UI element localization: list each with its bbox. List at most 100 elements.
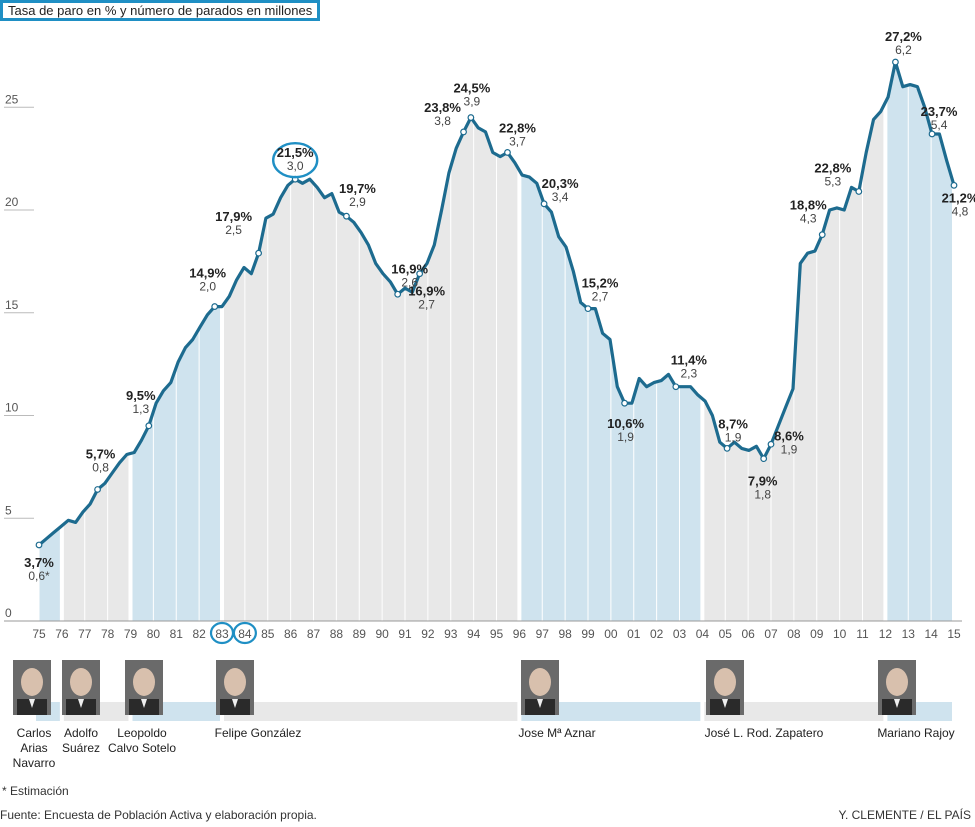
annotation-percent: 3,7% — [24, 555, 54, 570]
x-axis: 75 76 77 78 79 80 81 82 83 84 85 86 87 88 89 90 91 92 93 94… — [32, 621, 961, 645]
annotation-percent: 23,8% — [424, 100, 461, 115]
x-tick-label: 93 — [444, 627, 458, 641]
highlight-circle — [272, 141, 319, 179]
x-tick-label: 79 — [124, 627, 138, 641]
x-tick-label: 87 — [307, 627, 321, 641]
x-tick-label: 14 — [924, 627, 938, 641]
data-point-marker — [35, 541, 43, 549]
series-line-group — [37, 60, 956, 547]
data-point-marker — [672, 383, 680, 391]
annotation-percent: 15,2% — [582, 276, 619, 291]
x-label-highlight — [232, 621, 257, 645]
x-tick-label: 84 — [238, 627, 252, 641]
annotation-millions: 2,6 — [401, 275, 418, 289]
x-tick-label: 11 — [856, 627, 869, 641]
data-point-marker — [723, 444, 731, 452]
annotation-percent: 7,9% — [748, 474, 778, 489]
x-tick-label: 96 — [513, 627, 527, 641]
annotation-millions: 2,3 — [680, 367, 697, 381]
term-band — [887, 62, 952, 621]
data-point-marker — [394, 290, 402, 298]
data-point-marker — [211, 303, 219, 310]
data-point-marker — [584, 305, 592, 313]
annotation-millions: 5,3 — [824, 175, 841, 189]
annotation-millions: 4,3 — [800, 212, 817, 226]
data-point-marker — [928, 130, 936, 138]
pm-portrait — [125, 660, 163, 715]
pm-name: Arias — [20, 741, 47, 755]
x-tick-label: 88 — [330, 627, 344, 641]
annotation-millions: 1,9 — [725, 430, 742, 444]
data-point-marker — [504, 149, 511, 156]
x-tick-label: 83 — [215, 627, 229, 641]
pm-name: Jose Mª Aznar — [518, 726, 595, 740]
x-tick-label: 75 — [32, 627, 46, 641]
pm-portrait — [521, 660, 559, 715]
annotations: 3,7%0,6* 5,7%0,8 9,5%1,3 14,9%2,0 17,9%2,5 21… — [24, 29, 975, 583]
annotation-millions: 2,9 — [349, 195, 366, 209]
data-point-marker — [94, 486, 101, 493]
x-tick-label: 94 — [467, 627, 481, 641]
x-tick-label: 06 — [741, 627, 755, 641]
pm-portrait — [62, 660, 100, 715]
x-tick-label: 99 — [581, 627, 595, 641]
annotation-millions: 0,8 — [92, 460, 109, 474]
x-tick-label: 85 — [261, 627, 275, 641]
pm-name: Adolfo — [64, 726, 98, 740]
annotation-percent: 17,9% — [215, 209, 252, 224]
x-tick-label: 81 — [170, 627, 184, 641]
data-point-marker — [343, 212, 350, 220]
annotation-percent: 19,7% — [339, 181, 376, 196]
x-tick-label: 76 — [55, 627, 69, 641]
annotation-percent: 23,7% — [921, 104, 958, 119]
annotation-millions: 3,9 — [464, 95, 481, 109]
pm-name: Calvo Sotelo — [108, 741, 176, 755]
data-point-marker — [467, 114, 475, 121]
pm-name: Mariano Rajoy — [877, 726, 954, 740]
year-gridlines — [39, 62, 954, 621]
data-point-marker — [892, 58, 899, 66]
pm-name: Carlos — [17, 726, 52, 740]
annotation-millions: 1,3 — [132, 402, 149, 416]
x-tick-label: 12 — [879, 627, 893, 641]
annotation-percent: 21,2% — [942, 190, 975, 205]
annotation-millions: 5,4 — [931, 118, 948, 132]
data-point-marker — [760, 455, 768, 463]
x-tick-label: 05 — [719, 627, 733, 641]
data-point-marker — [416, 270, 424, 278]
annotation-percent: 5,7% — [86, 446, 116, 461]
annotation-millions: 2,7 — [592, 290, 609, 304]
data-point-marker — [818, 231, 826, 239]
term-bar — [521, 702, 701, 721]
annotation-percent: 18,8% — [790, 198, 827, 213]
data-point-marker — [950, 181, 958, 189]
x-tick-label: 13 — [902, 627, 916, 641]
annotation-percent: 11,4% — [671, 353, 708, 368]
y-tick-label: 25 — [5, 92, 19, 106]
pm-portrait — [706, 660, 744, 715]
pm-name: Navarro — [13, 756, 56, 770]
annotation-millions: 2,7 — [418, 298, 435, 312]
credit: Y. CLEMENTE / EL PAÍS — [838, 808, 972, 822]
annotation-percent: 9,5% — [126, 388, 156, 403]
annotation-percent: 14,9% — [189, 266, 226, 281]
data-point-marker — [540, 200, 548, 208]
annotation-percent: 8,6% — [774, 428, 804, 443]
x-tick-label: 82 — [192, 627, 206, 641]
chart-title: Tasa de paro en % y número de parados en… — [0, 0, 321, 21]
term-bar — [224, 702, 518, 721]
data-point-marker — [460, 128, 467, 136]
x-tick-label: 86 — [284, 627, 298, 641]
pm-name: Felipe González — [215, 726, 302, 740]
annotation-percent: 22,8% — [814, 161, 851, 176]
data-point-marker — [255, 249, 263, 257]
x-tick-label: 08 — [787, 627, 801, 641]
x-tick-label: 00 — [604, 627, 618, 641]
x-tick-label: 89 — [353, 627, 367, 641]
annotation-millions: 2,0 — [199, 280, 216, 294]
y-tick-label: 10 — [5, 401, 19, 415]
annotation-percent: 10,6% — [607, 416, 644, 431]
x-tick-label: 95 — [490, 627, 504, 641]
y-tick-label: 15 — [5, 298, 19, 312]
